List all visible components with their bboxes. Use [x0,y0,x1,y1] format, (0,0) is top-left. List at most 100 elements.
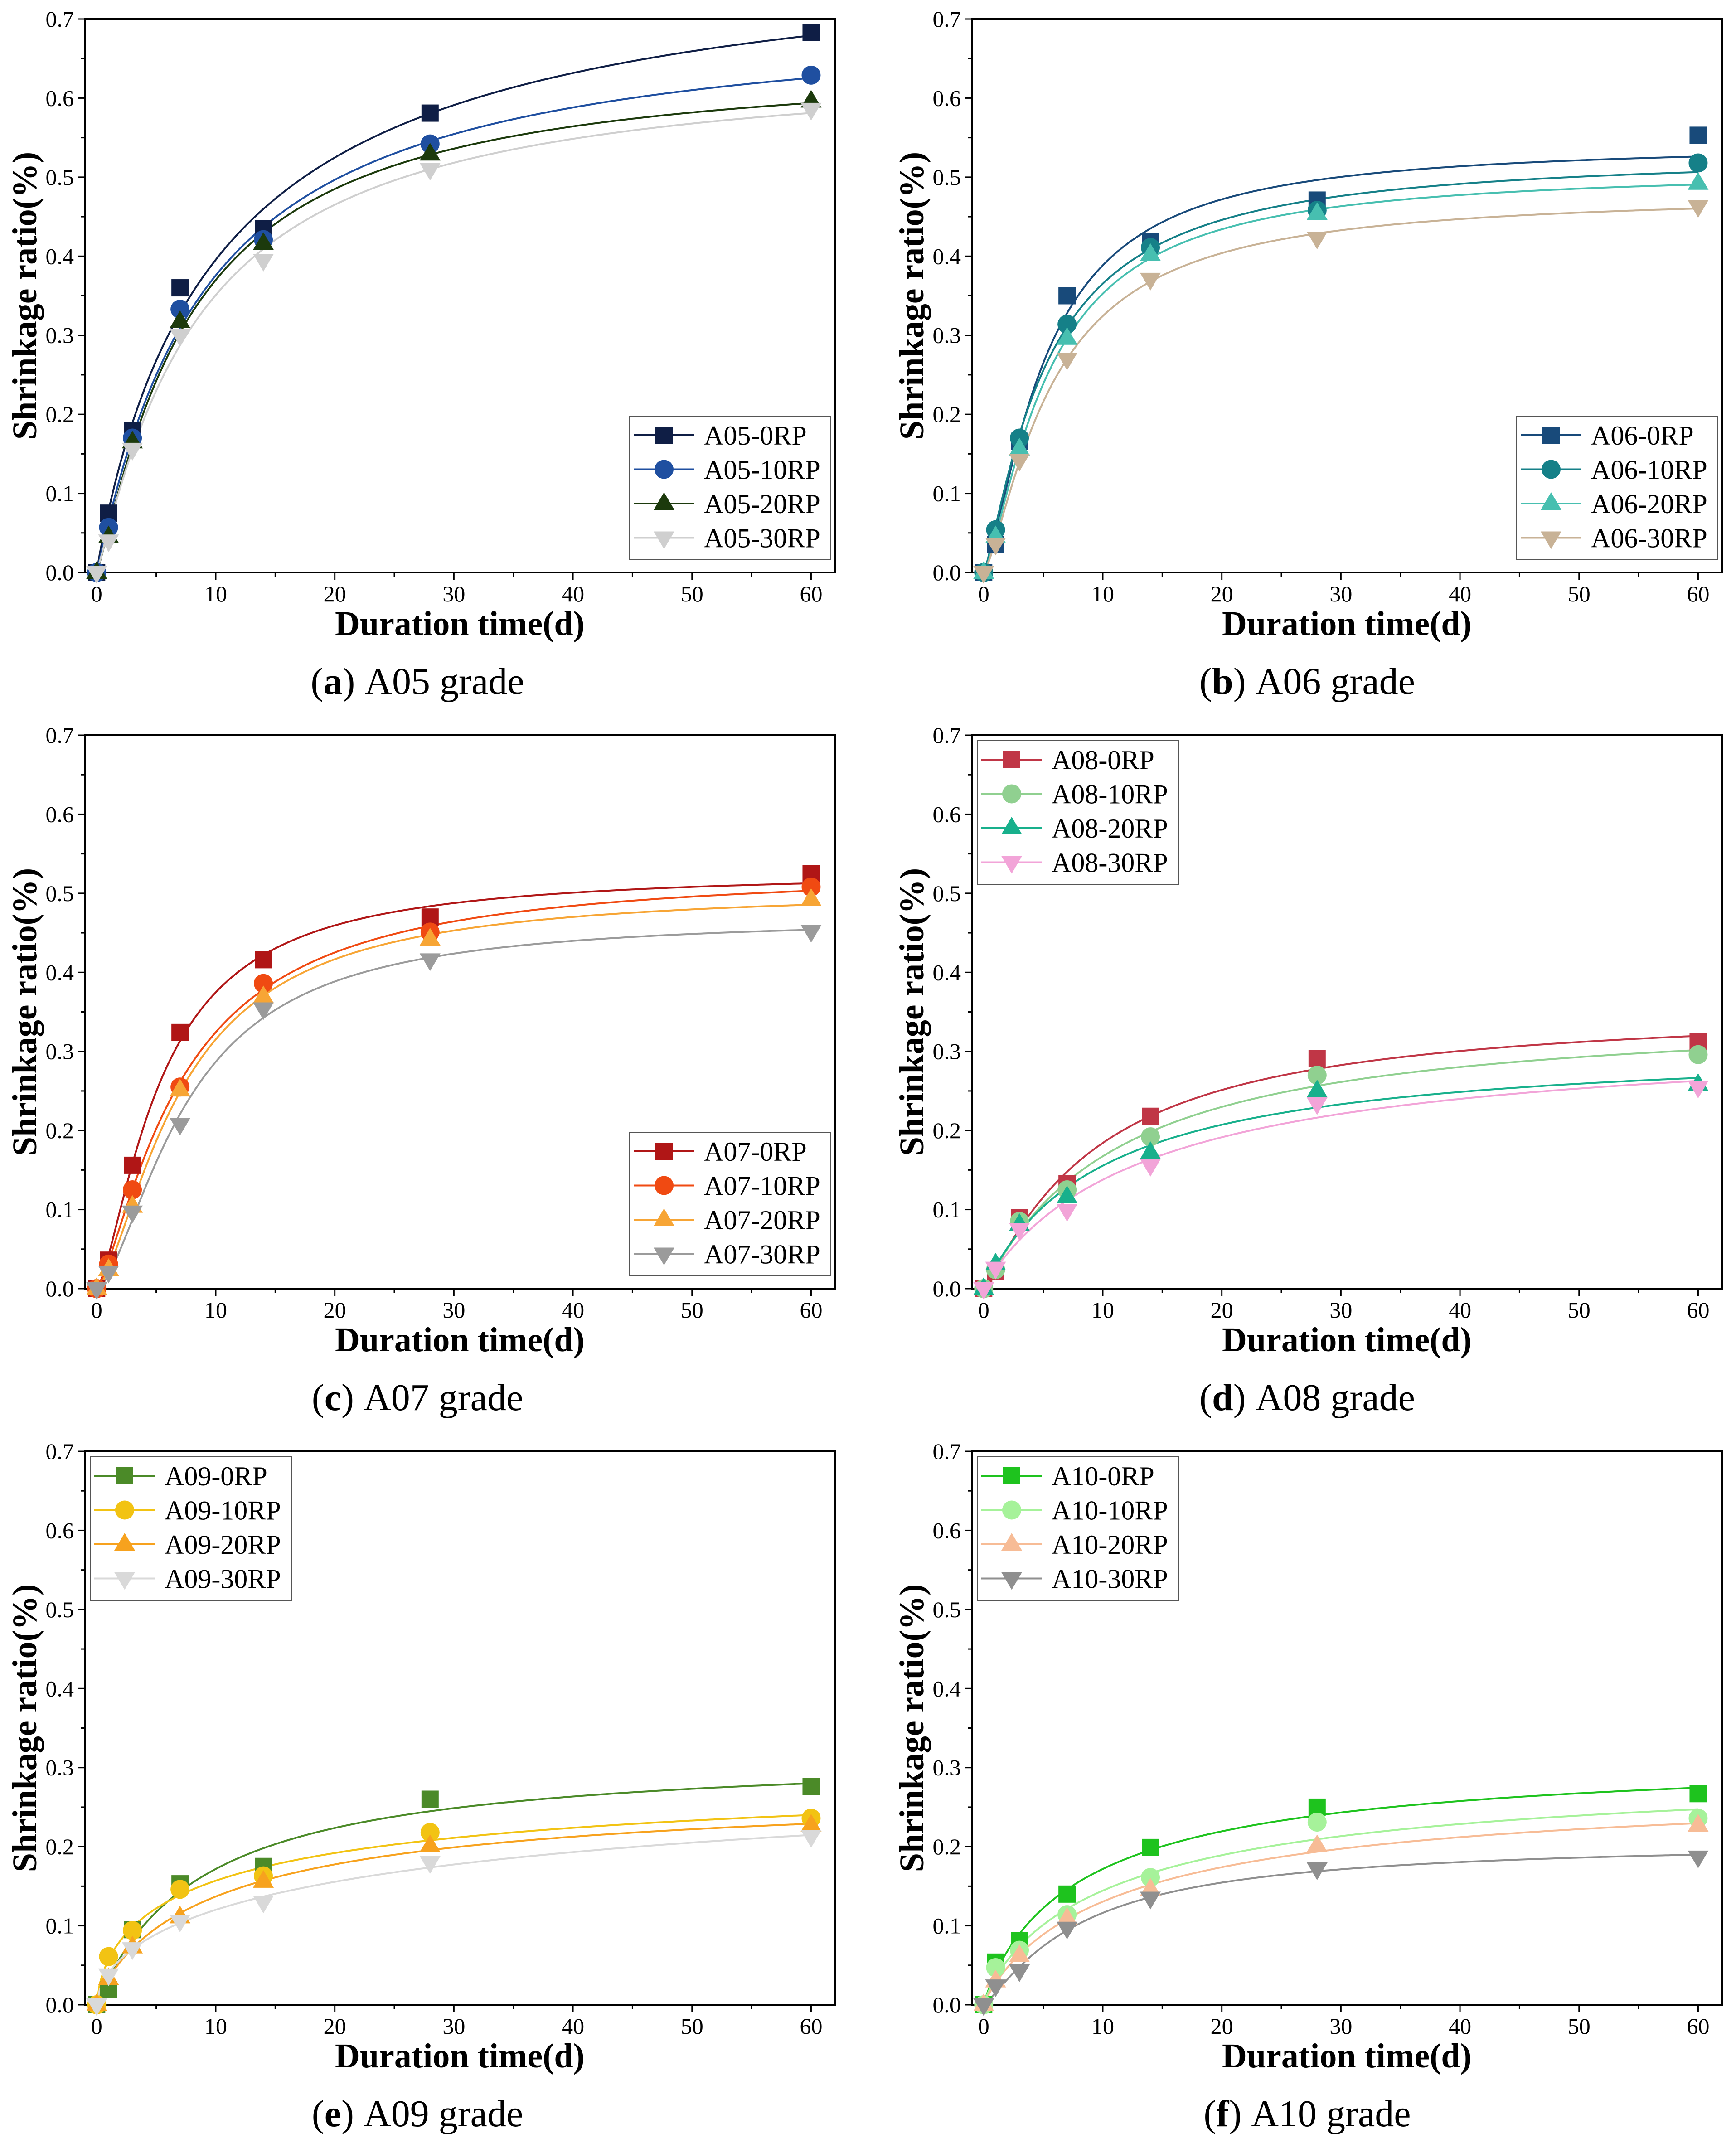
y-tick-label: 0.4 [933,960,961,985]
y-tick-label: 0.4 [46,960,74,985]
y-axis-title: Shrinkage ratio(%) [893,868,931,1156]
y-tick-label: 0.5 [46,165,74,190]
a10-10rp-point [986,1958,1005,1978]
caption-close: ) [342,660,355,703]
y-tick-label: 0.7 [46,722,74,748]
a07-30rp-fit-line [96,929,811,1290]
legend-entry: A07-10RP [634,1171,820,1201]
a06-30rp-point [973,566,994,584]
caption-text: A10 grade [1251,2093,1411,2135]
x-axis-title: Duration time(d) [335,1321,585,1359]
a05-0rp-point [171,279,189,297]
a09-0rp-point [421,1790,439,1808]
x-tick-label: 0 [91,2013,102,2039]
a06-0rp-fit-line [983,155,1698,573]
y-tick-label: 0.1 [46,481,74,506]
legend-label: A09-10RP [165,1496,281,1526]
a10-0rp-point [1689,1785,1707,1803]
axis-ticks [965,734,1699,1296]
panel-caption: (d) A08 grade [1199,1377,1415,1419]
plot-frame [84,18,836,573]
x-tick-label: 0 [91,1297,102,1323]
caption-label: c [325,1377,341,1419]
x-axis-title: Duration time(d) [1222,605,1472,643]
a09-10rp-point [170,1880,190,1899]
a07-30rp-point [419,953,441,971]
a08-10rp-point [1688,1045,1708,1064]
legend: A06-0RP A06-10RP A06-20RP A06-30RP [1516,416,1718,560]
legend-circle-marker [1542,460,1561,479]
legend-entry: A05-10RP [634,455,820,485]
a08-20rp-point [1140,1141,1161,1159]
x-axis-title: Duration time(d) [1222,2037,1472,2075]
legend-triangle-down-marker [1541,531,1561,549]
legend-label: A05-0RP [704,421,807,451]
a07-30rp-point [86,1282,107,1300]
legend-label: A08-20RP [1052,814,1168,844]
a10-20rp-point [1306,1834,1328,1852]
a08-20rp-point [1306,1079,1328,1097]
legend-triangle-down-marker [1001,856,1022,874]
a05-30rp-point [122,442,143,461]
a06-30rp-point [1688,200,1709,218]
x-tick-label: 0 [91,581,102,606]
a07-20rp-point [419,928,441,946]
y-tick-label: 0.1 [46,1197,74,1222]
legend: A09-0RP A09-10RP A09-20RP A09-30RP [90,1456,292,1601]
y-tick-label: 0.2 [933,1118,961,1143]
legend-circle-marker [655,1176,674,1195]
caption-open: ( [1199,1377,1212,1419]
y-tick-label: 0.6 [933,85,961,111]
y-tick-label: 0.7 [46,6,74,32]
x-tick-label: 60 [1687,2013,1709,2039]
x-tick-label: 60 [800,1297,822,1323]
legend-triangle-down-marker [654,1247,674,1266]
y-tick-label: 0.2 [46,1834,74,1859]
caption-open: ( [1199,660,1212,703]
x-tick-label: 10 [204,1297,227,1323]
a07-30rp-point [98,1266,119,1284]
a05-30rp-point [98,534,119,553]
caption-text: A09 grade [364,2093,523,2135]
legend-entry: A06-10RP [1521,455,1707,485]
legend-entry: A09-0RP [94,1461,267,1491]
fit-curves [983,1787,1698,2006]
caption-text: A07 grade [364,1377,523,1419]
x-tick-label: 60 [1687,581,1709,606]
plot-frame [84,734,836,1290]
a06-30rp-fit-line [983,208,1698,573]
fit-curves [983,1035,1698,1290]
caption-close: ) [1229,2093,1241,2135]
a06-10rp-point [1688,153,1708,173]
a07-20rp-point [170,1079,191,1097]
x-axis-title: Duration time(d) [335,2037,585,2075]
a10-0rp-fit-line [983,1787,1698,2005]
a06-30rp-point [985,538,1006,556]
y-tick-label: 0.2 [46,1118,74,1143]
x-tick-label: 60 [800,2013,822,2039]
a08-30rp-point [1140,1159,1161,1177]
y-tick-label: 0.6 [933,1518,961,1543]
a05-20rp-point [253,232,274,250]
legend-label: A05-30RP [704,524,820,553]
fit-curves [96,1782,811,2005]
data-points [86,24,822,584]
legend-entry: A09-20RP [94,1530,281,1560]
a07-20rp-fit-line [96,903,811,1290]
a05-30rp-point [800,102,822,121]
panel-caption: (b) A06 grade [1199,660,1415,703]
caption-open: ( [312,2093,325,2135]
legend: A08-0RP A08-10RP A08-20RP A08-30RP [977,740,1179,885]
a09-10rp-fit-line [96,1814,811,2005]
legend-label: A07-30RP [704,1240,820,1270]
a06-20rp-point [1009,437,1030,456]
legend-triangle-up-marker [1001,817,1022,834]
data-points [86,865,822,1300]
fit-curves [96,882,811,1290]
legend-label: A06-20RP [1591,489,1707,519]
y-tick-label: 0.3 [46,1755,74,1780]
x-tick-label: 30 [1329,2013,1352,2039]
x-tick-label: 50 [1568,581,1591,606]
legend-circle-marker [655,460,674,479]
a10-30rp-fit-line [983,1853,1698,2006]
